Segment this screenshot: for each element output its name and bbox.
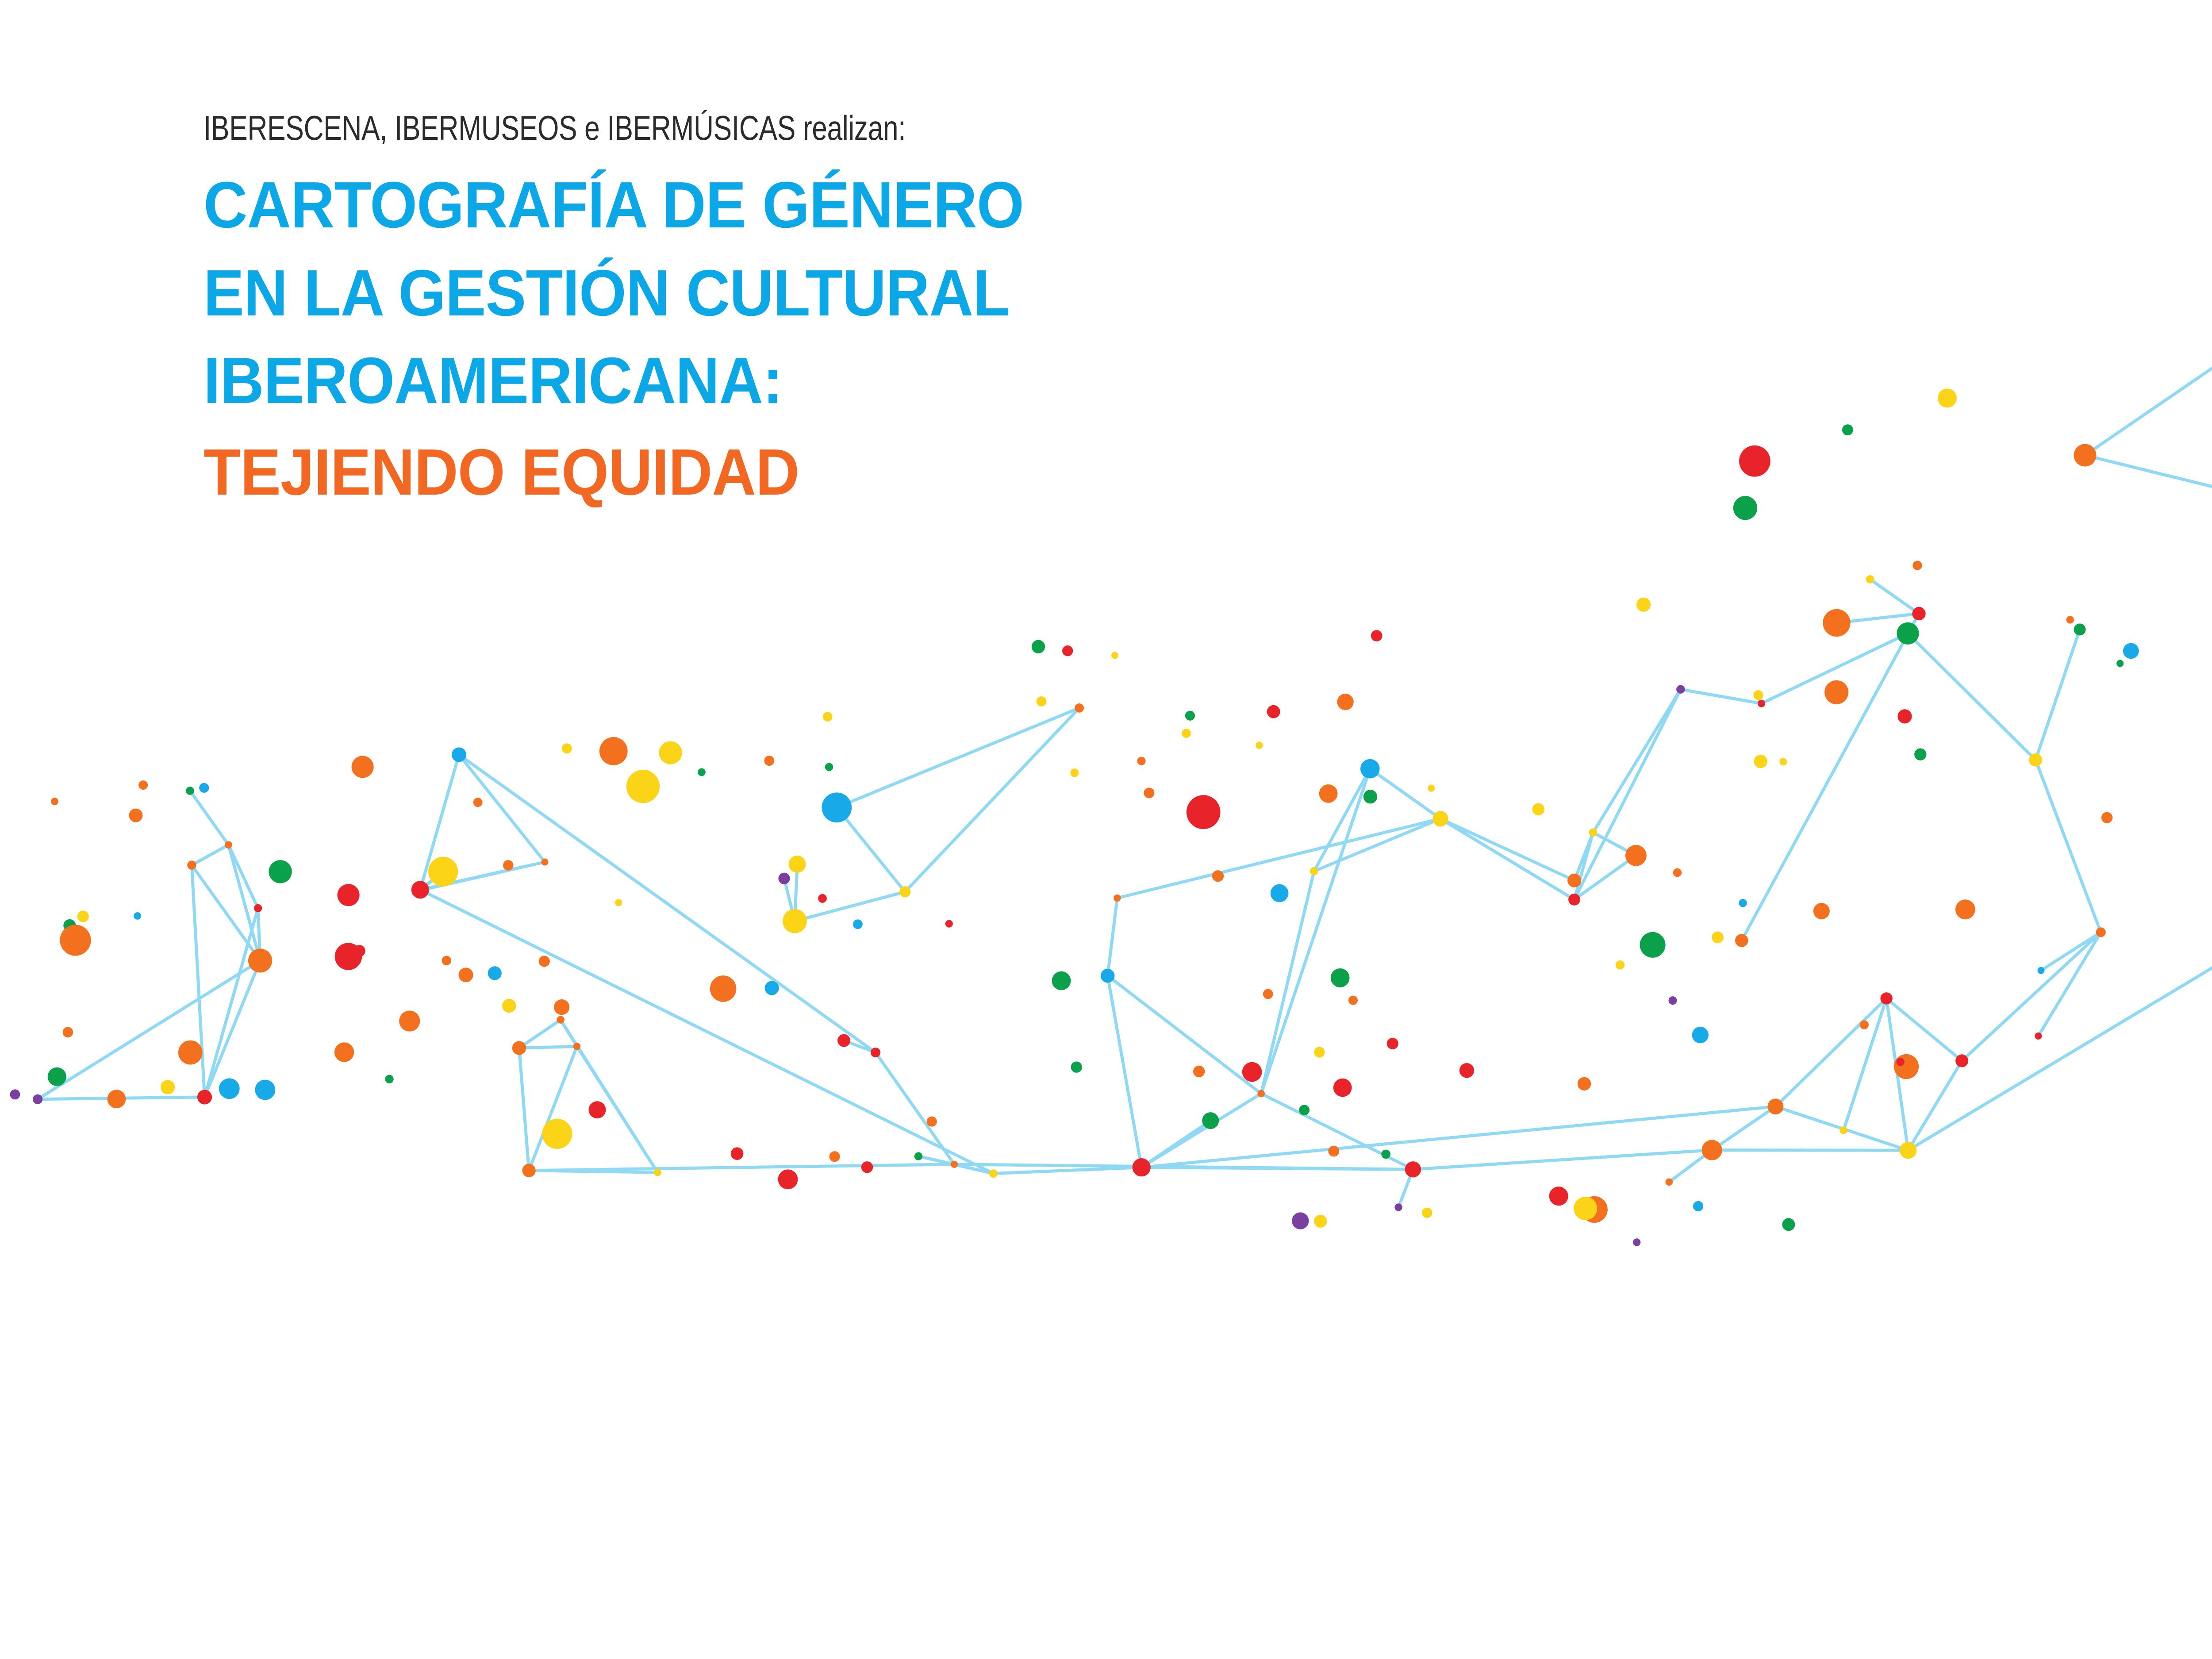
spanish-accent-line: TEJIENDO EQUIDAD xyxy=(204,435,799,509)
spanish-headline-line-3: IBEROAMERICANA: xyxy=(204,344,783,418)
spanish-text-block: IBERESCENA, IBERMUSEOS e IBERMÚSICAS rea… xyxy=(204,111,1086,512)
spanish-kicker: IBERESCENA, IBERMUSEOS e IBERMÚSICAS rea… xyxy=(204,108,906,147)
network-graphic: .e{stroke:#8FD9F5;stroke-width:7;fill:no… xyxy=(10,366,2212,1246)
spanish-headline-line-2: EN LA GESTIÓN CULTURAL xyxy=(204,256,1010,330)
footer-logo-bar: IBERESCENA IBERCENA iber museos museus xyxy=(0,1411,2212,1659)
spanish-headline-line-1: CARTOGRAFÍA DE GÉNERO xyxy=(204,169,1024,242)
